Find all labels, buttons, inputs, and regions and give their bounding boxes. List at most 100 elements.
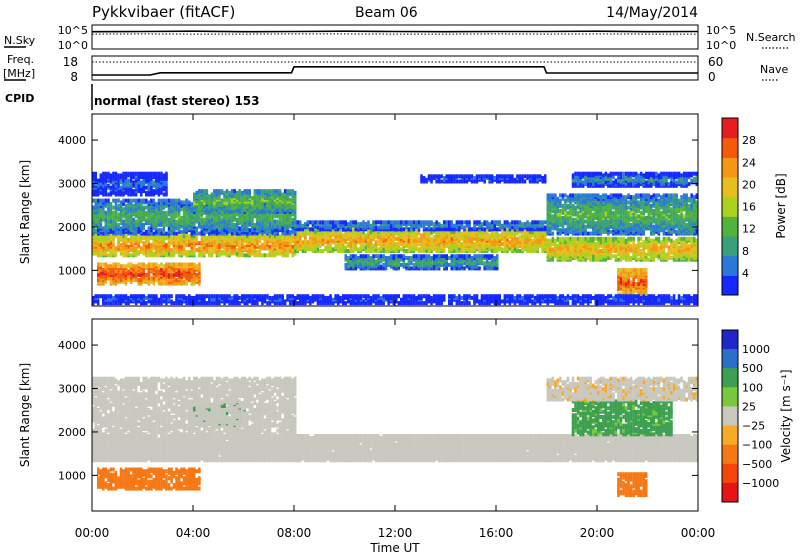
- power-cell: [609, 236, 613, 241]
- power-cell: [693, 250, 696, 255]
- power-cell: [157, 264, 161, 269]
- power-cell: [344, 220, 347, 225]
- power-cell: [599, 236, 602, 241]
- power-cell: [137, 198, 140, 203]
- power-cell: [324, 220, 327, 225]
- power-cell: [150, 171, 153, 176]
- power-cell: [619, 236, 623, 241]
- power-cell: [321, 249, 325, 253]
- power-cell: [233, 236, 236, 240]
- power-cell: [160, 246, 163, 251]
- power-cell: [412, 229, 416, 234]
- power-cell: [501, 228, 504, 233]
- power-cell: [241, 234, 244, 239]
- power-cell: [670, 256, 673, 260]
- power-cell: [142, 234, 145, 239]
- power-cell: [612, 236, 615, 241]
- power-cell: [175, 278, 178, 283]
- power-cell: [107, 253, 110, 258]
- power-cell: [382, 220, 385, 225]
- power-cell: [503, 242, 507, 247]
- power-cell: [170, 239, 173, 244]
- power-cell: [445, 235, 448, 240]
- power-cell: [104, 279, 108, 284]
- power-cell: [142, 262, 145, 267]
- power-cell: [112, 219, 115, 224]
- power-cell: [639, 287, 643, 292]
- power-cell: [109, 248, 113, 253]
- power-cell: [538, 223, 542, 228]
- power-cell: [642, 240, 645, 245]
- power-cell: [273, 234, 277, 239]
- power-cell: [354, 235, 358, 240]
- power-cell: [513, 247, 517, 252]
- power-cell: [248, 228, 251, 233]
- power-cell: [129, 212, 133, 217]
- nave-tick-low: 0: [708, 70, 716, 84]
- power-cell: [511, 228, 514, 233]
- power-cell: [112, 189, 115, 194]
- power-cell: [218, 196, 221, 200]
- power-cell: [200, 224, 204, 229]
- power-cell: [480, 222, 484, 227]
- power-cell: [455, 220, 459, 225]
- power-cell: [329, 220, 332, 225]
- power-cell: [213, 234, 216, 239]
- power-cell: [321, 231, 325, 236]
- noise-left-tick-high: 10^5: [58, 24, 88, 37]
- power-cell: [114, 269, 118, 274]
- power-cell: [693, 247, 696, 252]
- power-cell: [624, 238, 628, 243]
- power-cell: [235, 248, 239, 253]
- power-cell: [485, 228, 489, 233]
- power-cell: [147, 234, 151, 239]
- power-cell: [225, 234, 229, 239]
- power-cell: [662, 256, 666, 260]
- power-cell: [498, 220, 501, 225]
- power-cell: [162, 271, 166, 276]
- power-cell: [508, 240, 512, 245]
- power-cell: [468, 233, 471, 238]
- power-cell: [208, 197, 211, 202]
- frequency-tick-high: 18: [63, 55, 78, 69]
- power-cell: [627, 271, 630, 276]
- power-cell: [104, 176, 108, 181]
- power-cell: [177, 269, 181, 274]
- power-cell: [177, 234, 181, 239]
- power-cell: [205, 208, 209, 213]
- power-cell: [637, 257, 640, 262]
- power-cell: [652, 238, 656, 243]
- power-cell: [177, 237, 181, 242]
- power-cell: [193, 234, 196, 239]
- power-cell: [657, 245, 661, 250]
- power-cell: [412, 233, 416, 238]
- power-cell: [137, 212, 140, 217]
- power-cell: [324, 233, 327, 238]
- power-cell: [319, 249, 322, 253]
- power-cell: [334, 220, 337, 225]
- power-cell: [129, 198, 133, 203]
- power-cell: [314, 229, 317, 234]
- power-cell: [675, 245, 678, 250]
- power-cell: [286, 234, 289, 239]
- power-cell: [210, 234, 214, 239]
- power-cell: [647, 236, 650, 241]
- power-cell: [185, 198, 188, 203]
- power-cell: [185, 217, 188, 222]
- power-cell: [210, 192, 214, 197]
- power-cell: [425, 229, 428, 234]
- power-cell: [235, 251, 239, 256]
- power-cell: [624, 257, 628, 262]
- power-cell: [650, 250, 653, 255]
- power-cell: [162, 173, 166, 178]
- power-cell: [682, 243, 686, 248]
- power-cell: [440, 245, 443, 250]
- power-cell: [195, 264, 198, 269]
- power-cell: [142, 178, 145, 183]
- power-cell: [329, 238, 332, 243]
- power-cell: [503, 245, 507, 250]
- power-cell: [99, 234, 103, 239]
- power-cell: [230, 222, 234, 227]
- power-cell: [152, 237, 156, 242]
- power-cell: [496, 220, 499, 225]
